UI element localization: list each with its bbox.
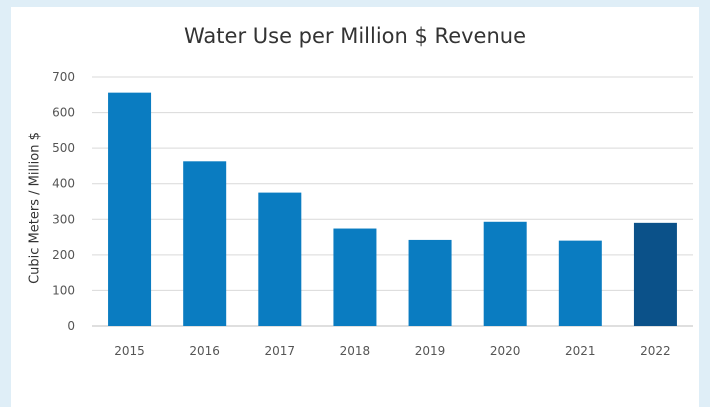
bars: [108, 92, 677, 326]
x-tick-label: 2016: [189, 344, 220, 358]
bar-2020: [483, 221, 527, 326]
y-tick-label: 700: [52, 70, 75, 84]
x-tick-labels: 2015 2016 2017 2018 2019 2020 2021 2022: [114, 344, 670, 358]
y-tick-labels: 0 100 200 300 400 500 600 700: [52, 70, 75, 333]
y-tick-label: 600: [52, 106, 75, 120]
bar-2015: [108, 92, 152, 326]
bar-2018: [333, 228, 377, 326]
x-tick-label: 2018: [340, 344, 371, 358]
x-tick-label: 2022: [640, 344, 671, 358]
x-tick-label: 2021: [565, 344, 596, 358]
y-tick-label: 300: [52, 212, 75, 226]
y-tick-label: 0: [67, 319, 75, 333]
bar-2017: [258, 192, 302, 326]
y-tick-label: 400: [52, 177, 75, 191]
bar-2022: [633, 222, 677, 326]
x-tick-label: 2019: [415, 344, 446, 358]
bar-2019: [408, 239, 452, 326]
x-tick-label: 2020: [490, 344, 521, 358]
x-tick-label: 2015: [114, 344, 145, 358]
bar-2021: [558, 240, 602, 326]
x-tick-label: 2017: [265, 344, 296, 358]
y-tick-label: 200: [52, 248, 75, 262]
chart-title: Water Use per Million $ Revenue: [184, 24, 526, 48]
y-tick-label: 100: [52, 283, 75, 297]
gridlines: [92, 76, 693, 327]
y-tick-label: 500: [52, 141, 75, 155]
bar-2016: [183, 161, 227, 326]
